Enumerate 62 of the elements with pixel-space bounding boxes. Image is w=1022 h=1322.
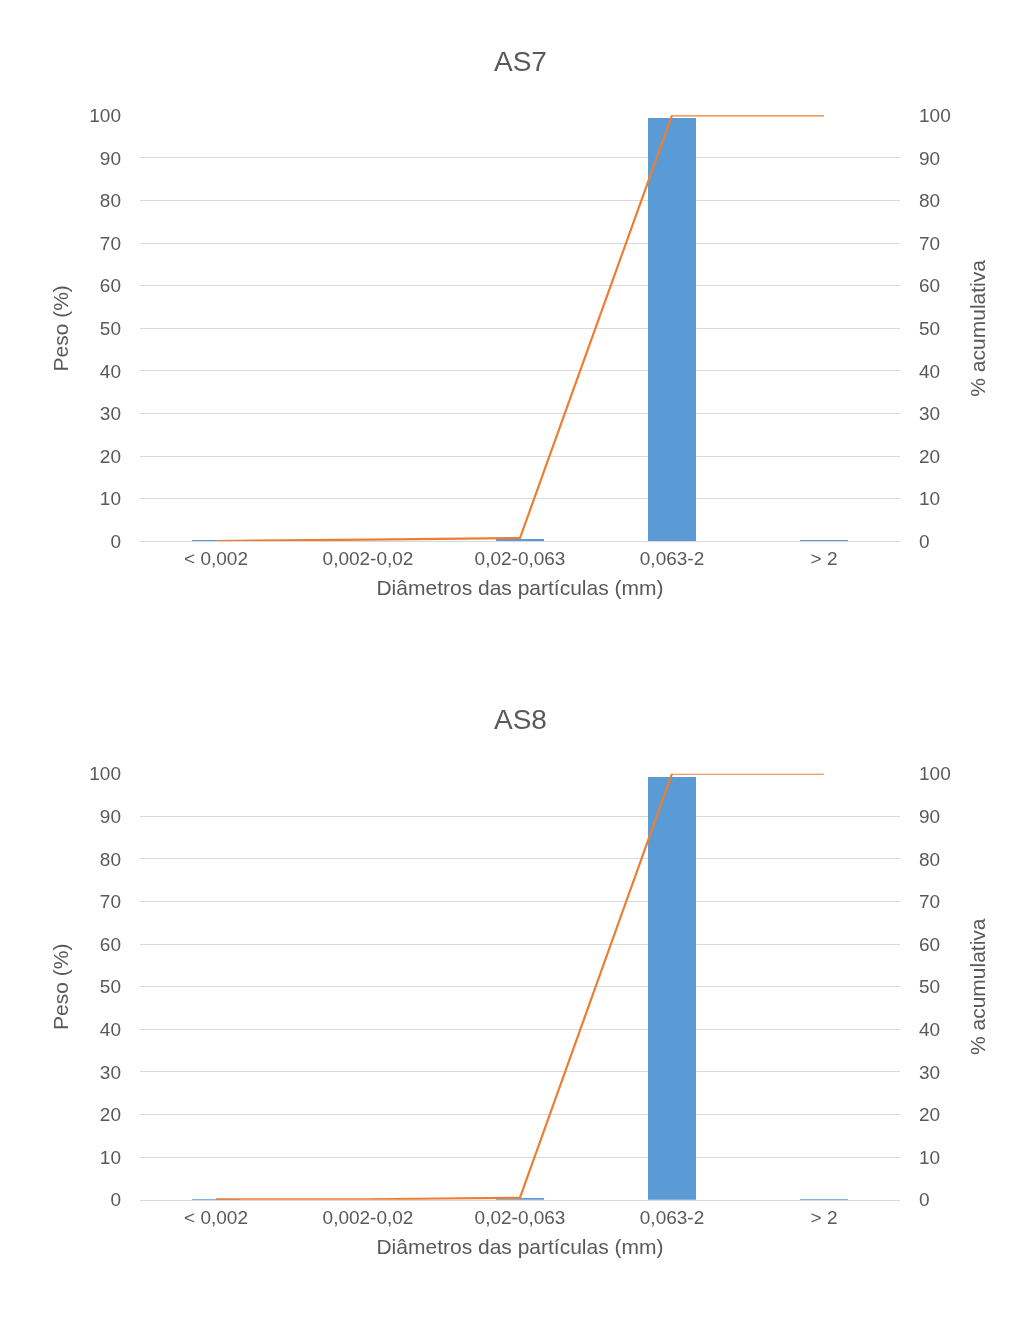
y-tick-label: 60	[99, 275, 121, 297]
y-tick-label: 0	[110, 531, 121, 553]
y2-tick-label: 60	[919, 933, 941, 955]
y-tick-label: 50	[99, 976, 121, 998]
y-tick-label: 20	[99, 445, 121, 467]
y-tick-label: 20	[99, 1104, 121, 1126]
y2-tick-label: 10	[919, 488, 941, 510]
y-tick-label: 30	[99, 1061, 121, 1083]
y2-tick-label: 60	[919, 275, 941, 297]
y2-tick-label: 20	[919, 1104, 941, 1126]
y2-tick-label: 50	[919, 318, 941, 340]
y-tick-label: 90	[99, 805, 121, 827]
chart-title: AS7	[494, 46, 547, 77]
x-tick-label: 0,02-0,063	[474, 1206, 566, 1228]
y2-tick-label: 20	[919, 445, 941, 467]
y-tick-label: 100	[89, 104, 121, 126]
x-axis-title: Diâmetros das partículas (mm)	[376, 576, 664, 600]
y2-axis-title: % acumulativa	[965, 259, 989, 397]
y2-tick-label: 90	[919, 805, 941, 827]
y2-tick-label: 70	[919, 891, 941, 913]
x-tick-label: 0,02-0,063	[474, 548, 566, 570]
y-tick-label: 70	[99, 232, 121, 254]
y2-tick-label: 70	[919, 232, 941, 254]
y2-tick-label: 80	[919, 848, 941, 870]
x-axis-title: Diâmetros das partículas (mm)	[376, 1234, 664, 1258]
y-tick-label: 90	[99, 147, 121, 169]
y-tick-label: 80	[99, 848, 121, 870]
y2-tick-label: 30	[919, 1061, 941, 1083]
y2-tick-label: 40	[919, 1018, 941, 1040]
y2-tick-label: 100	[919, 763, 951, 785]
y2-tick-label: 40	[919, 360, 941, 382]
x-tick-label: < 0,002	[184, 548, 248, 570]
y-tick-label: 40	[99, 1018, 121, 1040]
y-tick-label: 10	[99, 1146, 121, 1168]
x-tick-label: 0,002-0,02	[322, 548, 414, 570]
y-tick-label: 40	[99, 360, 121, 382]
y2-axis-title: % acumulativa	[965, 918, 989, 1056]
y2-tick-label: 90	[919, 147, 941, 169]
x-tick-label: 0,063-2	[639, 548, 705, 570]
y-tick-label: 0	[110, 1189, 121, 1211]
y-tick-label: 60	[99, 933, 121, 955]
y-tick-label: 50	[99, 318, 121, 340]
y2-tick-label: 50	[919, 976, 941, 998]
chart-title: AS8	[494, 704, 547, 735]
y2-tick-label: 30	[919, 403, 941, 425]
x-tick-label: 0,002-0,02	[322, 1206, 414, 1228]
y-tick-label: 100	[89, 763, 121, 785]
y-axis-title: Peso (%)	[49, 285, 73, 372]
y-tick-label: 10	[99, 488, 121, 510]
x-tick-label: > 2	[810, 548, 838, 570]
y-axis-title: Peso (%)	[49, 943, 73, 1030]
y2-tick-label: 10	[919, 1146, 941, 1168]
x-tick-label: > 2	[810, 1206, 838, 1228]
y2-tick-label: 100	[919, 104, 951, 126]
y2-tick-label: 0	[919, 531, 930, 553]
y-tick-label: 30	[99, 403, 121, 425]
y-tick-label: 70	[99, 891, 121, 913]
x-tick-label: < 0,002	[184, 1206, 248, 1228]
x-tick-label: 0,063-2	[639, 1206, 705, 1228]
y2-tick-label: 80	[919, 190, 941, 212]
y-tick-label: 80	[99, 190, 121, 212]
y2-tick-label: 0	[919, 1189, 930, 1211]
